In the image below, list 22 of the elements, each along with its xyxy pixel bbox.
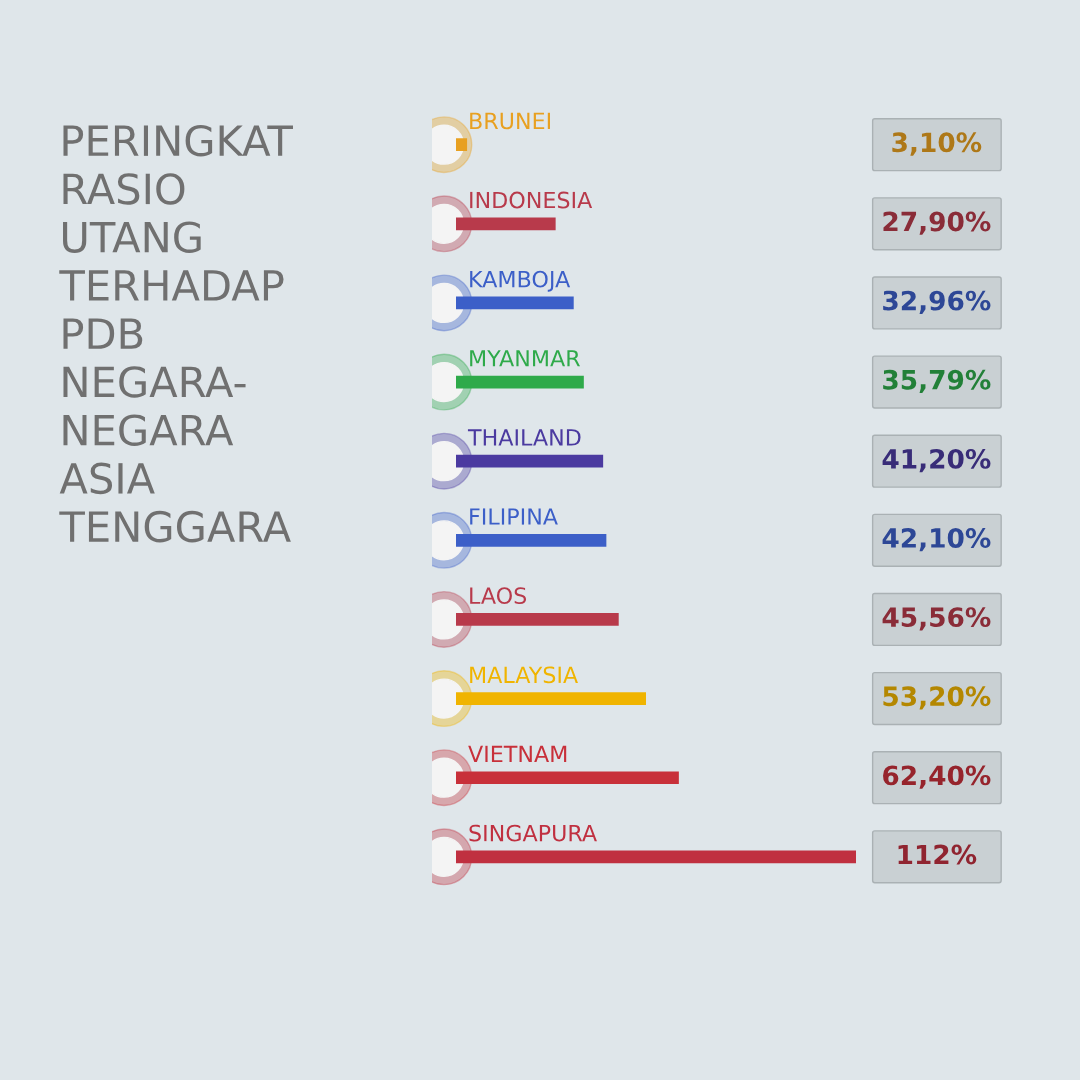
y-tick-label: LAOS [470, 587, 527, 605]
data-label: 42,10% [882, 528, 991, 552]
y-tick-label: FILIPINA [470, 508, 558, 525]
y-tick-label: MALAYSIA [470, 666, 578, 684]
y-tick-label: THAILAND [467, 429, 581, 446]
data-label: 27,90% [883, 211, 991, 235]
bar [456, 138, 468, 152]
data-label: 35,79% [883, 369, 991, 394]
data-label: 112% [898, 844, 977, 865]
data-label: 53,20% [883, 686, 991, 710]
y-tick-label: BRUNEI [470, 112, 550, 130]
data-label: 62,40% [883, 765, 991, 789]
y-tick-label: VIETNAM [468, 745, 567, 763]
data-label: 45,56% [882, 607, 991, 631]
y-tick-label: MYANMAR [470, 350, 581, 367]
y-tick-label: KAMBOJA [470, 270, 571, 292]
data-label: 3,10% [892, 132, 982, 156]
y-tick-label: INDONESIA [470, 191, 593, 209]
chart-title: PERINGKAT RASIO UTANG TERHADAP PDB NEGARA- NEGARA ASIA TENGGARA [59, 124, 293, 543]
data-label: 41,20% [882, 448, 991, 473]
data-label: 32,96% [883, 290, 991, 314]
y-tick-label: SINGAPURA [469, 824, 597, 842]
